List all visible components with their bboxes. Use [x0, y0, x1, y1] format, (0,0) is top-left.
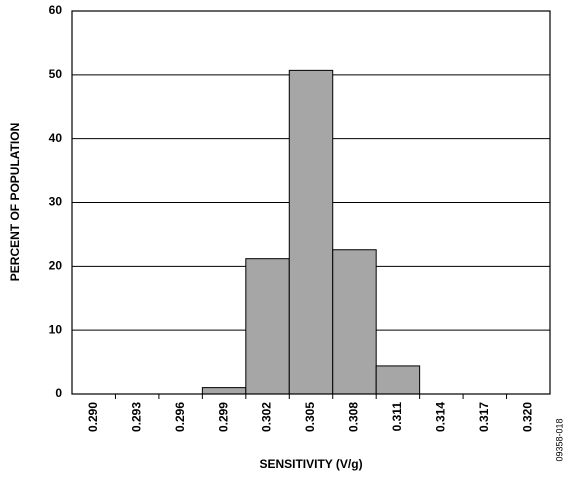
- y-tick-label: 50: [49, 67, 63, 81]
- plot-frame: [71, 10, 551, 395]
- x-tick-label: 0.302: [260, 402, 274, 432]
- x-tick-label: 0.317: [477, 402, 491, 432]
- bar: [245, 258, 290, 395]
- x-tick-label: 0.296: [173, 402, 187, 432]
- x-tick-label: 0.290: [86, 402, 100, 432]
- x-tick-label: 0.308: [347, 402, 361, 432]
- x-tick-label: 0.314: [434, 402, 448, 432]
- y-tick-label: 40: [49, 131, 63, 145]
- bar: [201, 387, 247, 395]
- y-tick-label: 60: [49, 3, 63, 17]
- bar: [332, 249, 377, 395]
- y-tick-label: 0: [55, 386, 62, 400]
- x-tick-label: 0.311: [390, 402, 404, 432]
- figure-id: 09358-018: [554, 418, 564, 461]
- x-tick-label: 0.299: [216, 402, 230, 432]
- y-tick-label: 10: [49, 322, 63, 336]
- y-axis-label: PERCENT OF POPULATION: [8, 123, 22, 281]
- x-tick-label: 0.305: [303, 402, 317, 432]
- x-tick-label: 0.293: [129, 402, 143, 432]
- x-tick-label: 0.320: [520, 402, 534, 432]
- bar: [288, 69, 334, 395]
- y-tick-label: 30: [49, 195, 63, 209]
- y-tick-label: 20: [49, 259, 63, 273]
- bar: [375, 365, 421, 395]
- x-axis-label: SENSITIVITY (V/g): [259, 457, 362, 471]
